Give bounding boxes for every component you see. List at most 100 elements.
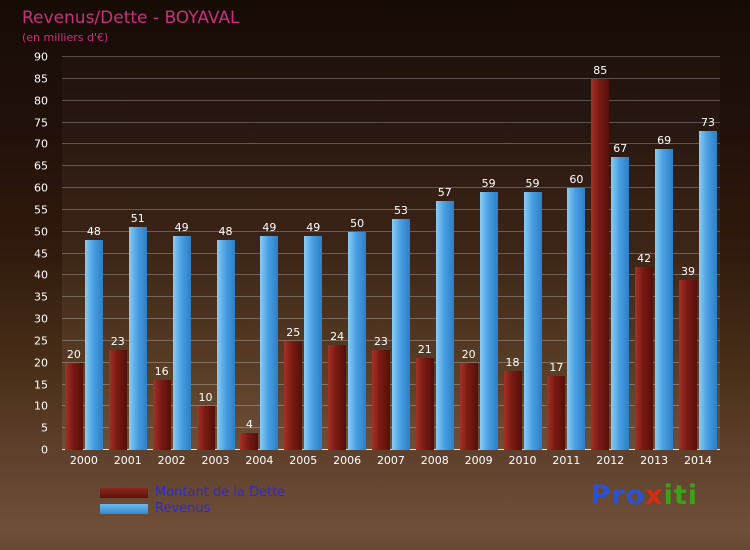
x-label-2008: 2008 bbox=[420, 454, 449, 467]
y-tick-25: 25 bbox=[34, 334, 48, 348]
legend-item-revenus: Revenus bbox=[100, 501, 285, 516]
bar-value-label: 51 bbox=[130, 212, 145, 226]
legend-swatch-dette bbox=[100, 487, 148, 498]
bar bbox=[415, 358, 434, 450]
bar-dette-2003: 10 bbox=[196, 57, 215, 450]
bar-value-label: 39 bbox=[680, 264, 695, 278]
legend-swatch-revenus bbox=[100, 503, 148, 514]
bar-revenus-2009: 59 bbox=[479, 57, 498, 450]
bar-revenus-2007: 53 bbox=[391, 57, 410, 450]
legend-item-dette: Montant de la Dette bbox=[100, 485, 285, 500]
bar bbox=[260, 236, 279, 450]
bar-value-label: 59 bbox=[481, 177, 496, 191]
bar-group-2000: 20 48 bbox=[62, 57, 106, 450]
bar-value-label: 49 bbox=[306, 221, 321, 235]
y-tick-75: 75 bbox=[34, 116, 48, 129]
gridline-60 bbox=[62, 187, 720, 189]
bar-group-2003: 10 48 bbox=[194, 57, 238, 450]
y-tick-80: 80 bbox=[34, 94, 48, 108]
gridline-5 bbox=[62, 427, 720, 429]
bar-revenus-2010: 59 bbox=[523, 57, 542, 450]
y-tick-45: 45 bbox=[34, 247, 48, 260]
bar-revenus-2005: 49 bbox=[304, 57, 323, 450]
bar-revenus-2012: 67 bbox=[611, 57, 630, 450]
bar-value-label: 48 bbox=[86, 225, 101, 239]
x-label-2009: 2009 bbox=[464, 454, 493, 467]
gridline-15 bbox=[62, 383, 720, 385]
bar bbox=[371, 349, 390, 450]
bar-revenus-2000: 48 bbox=[84, 57, 103, 450]
bar-revenus-2004: 49 bbox=[260, 57, 279, 450]
bar-group-2002: 16 49 bbox=[150, 57, 194, 450]
bar bbox=[459, 362, 478, 450]
bar-value-label: 69 bbox=[657, 133, 672, 147]
x-label-2007: 2007 bbox=[376, 454, 405, 467]
y-tick-30: 30 bbox=[34, 312, 48, 326]
bar bbox=[216, 240, 235, 450]
bar bbox=[635, 266, 654, 450]
y-tick-55: 55 bbox=[34, 203, 48, 217]
bar bbox=[128, 227, 147, 450]
bar-value-label: 18 bbox=[505, 356, 520, 370]
x-axis: 2000 2001 2002 2003 2004 2005 2006 2007 2008 2009… bbox=[62, 454, 720, 467]
bar-revenus-2006: 50 bbox=[348, 57, 367, 450]
x-label-2012: 2012 bbox=[596, 454, 625, 467]
y-tick-20: 20 bbox=[34, 356, 48, 370]
y-tick-35: 35 bbox=[34, 290, 48, 304]
gridline-90 bbox=[62, 56, 720, 57]
x-label-2005: 2005 bbox=[289, 454, 318, 467]
bar-value-label: 50 bbox=[350, 216, 365, 230]
bar-revenus-2002: 49 bbox=[172, 57, 191, 450]
bar-dette-2012: 85 bbox=[591, 57, 610, 450]
bar bbox=[523, 192, 542, 450]
bar bbox=[698, 131, 717, 450]
y-tick-40: 40 bbox=[34, 268, 48, 282]
bar-value-label: 17 bbox=[549, 360, 564, 374]
y-tick-5: 5 bbox=[41, 421, 48, 435]
bar-value-label: 67 bbox=[613, 142, 628, 156]
bar-dette-2009: 20 bbox=[459, 57, 478, 450]
bar-dette-2013: 42 bbox=[635, 57, 654, 450]
bar-value-label: 25 bbox=[286, 325, 301, 339]
gridline-45 bbox=[62, 252, 720, 254]
proxiti-logo: Proxiti bbox=[591, 480, 699, 511]
y-tick-0: 0 bbox=[41, 443, 48, 457]
bar-revenus-2011: 60 bbox=[567, 57, 586, 450]
bar-value-label: 20 bbox=[461, 347, 476, 361]
gridline-75 bbox=[62, 121, 720, 123]
gridline-65 bbox=[62, 165, 720, 167]
bar bbox=[479, 192, 498, 450]
bar-dette-2007: 23 bbox=[371, 57, 390, 450]
bar-dette-2004: 4 bbox=[240, 57, 259, 450]
bar-value-label: 57 bbox=[437, 186, 452, 200]
bar bbox=[435, 201, 454, 450]
bar bbox=[611, 157, 630, 450]
bar-dette-2002: 16 bbox=[152, 57, 171, 450]
bar bbox=[304, 236, 323, 450]
bar-group-2008: 21 57 bbox=[413, 57, 457, 450]
bar bbox=[655, 148, 674, 450]
bar-value-label: 59 bbox=[525, 177, 540, 191]
bar-dette-2011: 17 bbox=[547, 57, 566, 450]
y-tick-65: 65 bbox=[34, 159, 48, 173]
y-tick-60: 60 bbox=[34, 181, 48, 195]
y-axis: 0 5 10 15 20 25 30 35 40 45 50 55 60 65 70 75 80 85 90 bbox=[0, 51, 56, 457]
bar-group-2009: 20 59 bbox=[457, 57, 501, 450]
bar-revenus-2008: 57 bbox=[435, 57, 454, 450]
gridline-30 bbox=[62, 318, 720, 320]
y-tick-85: 85 bbox=[34, 72, 48, 86]
bar-value-label: 10 bbox=[198, 391, 213, 405]
x-label-2002: 2002 bbox=[157, 454, 186, 467]
bar bbox=[108, 349, 127, 450]
bar-revenus-2001: 51 bbox=[128, 57, 147, 450]
bar-value-label: 60 bbox=[569, 173, 584, 187]
bar-value-label: 24 bbox=[330, 330, 345, 344]
plot-area: 20 48 23 51 16 49 10 48 4 49 25 49 24 50 23 53 21 57 20 59 1… bbox=[62, 56, 720, 450]
bar-value-label: 85 bbox=[593, 63, 608, 77]
bar-group-2004: 4 49 bbox=[237, 57, 281, 450]
gridline-40 bbox=[62, 274, 720, 276]
gridline-50 bbox=[62, 230, 720, 232]
bar-value-label: 53 bbox=[393, 203, 408, 217]
x-label-2004: 2004 bbox=[245, 454, 274, 467]
gridline-35 bbox=[62, 296, 720, 298]
